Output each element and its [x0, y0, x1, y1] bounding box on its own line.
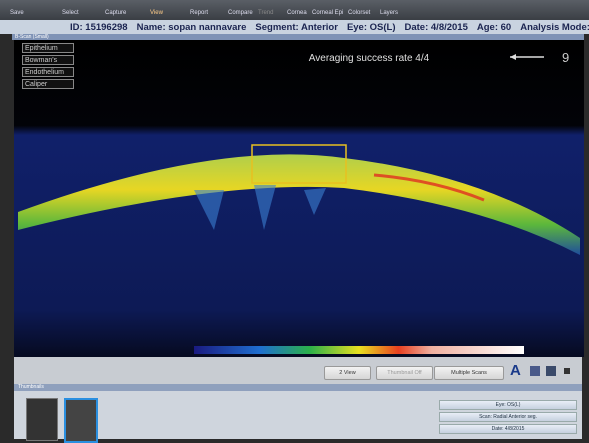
tool-button[interactable]: Trend — [258, 10, 273, 16]
age: Age: 60 — [477, 22, 511, 33]
font-button[interactable]: A — [510, 362, 521, 379]
scan-count: 9 — [562, 50, 569, 65]
thumbnail-info: Eye: OS(L) — [439, 400, 577, 410]
tool-button[interactable]: Select — [62, 10, 79, 16]
segment: Segment: Anterior — [255, 22, 338, 33]
tool-button[interactable]: Compare — [228, 10, 253, 16]
controls-bar: 2 View Thumbnail Off Multiple Scans A — [14, 357, 582, 384]
layer-item[interactable]: Caliper — [22, 79, 74, 89]
view-button[interactable]: 2 View — [324, 366, 371, 380]
color-bar — [194, 346, 524, 354]
toolbar: Save Select Capture View Report Compare … — [0, 0, 589, 20]
layer-item[interactable]: Epithelium — [22, 43, 74, 53]
patient-header: ID: 15196298 Name: sopan nannavare Segme… — [0, 20, 589, 34]
thumbnails-title: Thumbnails — [14, 384, 582, 391]
thumbnails-panel: Thumbnails Eye: OS(L) Scan: Radial Anter… — [14, 384, 582, 439]
icon-button[interactable] — [564, 368, 570, 374]
layer-item[interactable]: Endothelium — [22, 67, 74, 77]
thumbnail-button[interactable]: Thumbnail Off — [376, 366, 433, 380]
patient-id: ID: 15196298 — [70, 22, 128, 33]
tool-button[interactable]: View — [150, 10, 163, 16]
layer-item[interactable]: Bowman's — [22, 55, 74, 65]
tool-button[interactable]: Layers — [380, 10, 398, 16]
date: Date: 4/8/2015 — [405, 22, 468, 33]
mode: Analysis Mode: Fine — [520, 22, 589, 33]
eye: Eye: OS(L) — [347, 22, 396, 33]
tool-button[interactable]: Cornea — [287, 10, 307, 16]
tool-button[interactable]: Save — [10, 10, 24, 16]
thumbnail-info: Scan: Radial Anterior seg. — [439, 412, 577, 422]
thumbnail[interactable] — [26, 398, 58, 441]
tool-button[interactable]: Corneal Epi — [312, 10, 343, 16]
tool-button[interactable]: Report — [190, 10, 208, 16]
patient-name: Name: sopan nannavare — [137, 22, 247, 33]
page: Save Select Capture View Report Compare … — [0, 0, 589, 439]
status-text: Averaging success rate 4/4 — [309, 53, 430, 64]
tool-button[interactable]: Colorset — [348, 10, 370, 16]
tool-button[interactable]: Capture — [105, 10, 126, 16]
scan-view: Averaging success rate 4/4 9 — [14, 40, 584, 357]
icon-button[interactable] — [530, 366, 540, 376]
thumbnail[interactable] — [64, 398, 98, 443]
icon-button[interactable] — [546, 366, 556, 376]
thumbnail-info: Date: 4/8/2015 — [439, 424, 577, 434]
scans-dropdown[interactable]: Multiple Scans — [434, 366, 504, 380]
